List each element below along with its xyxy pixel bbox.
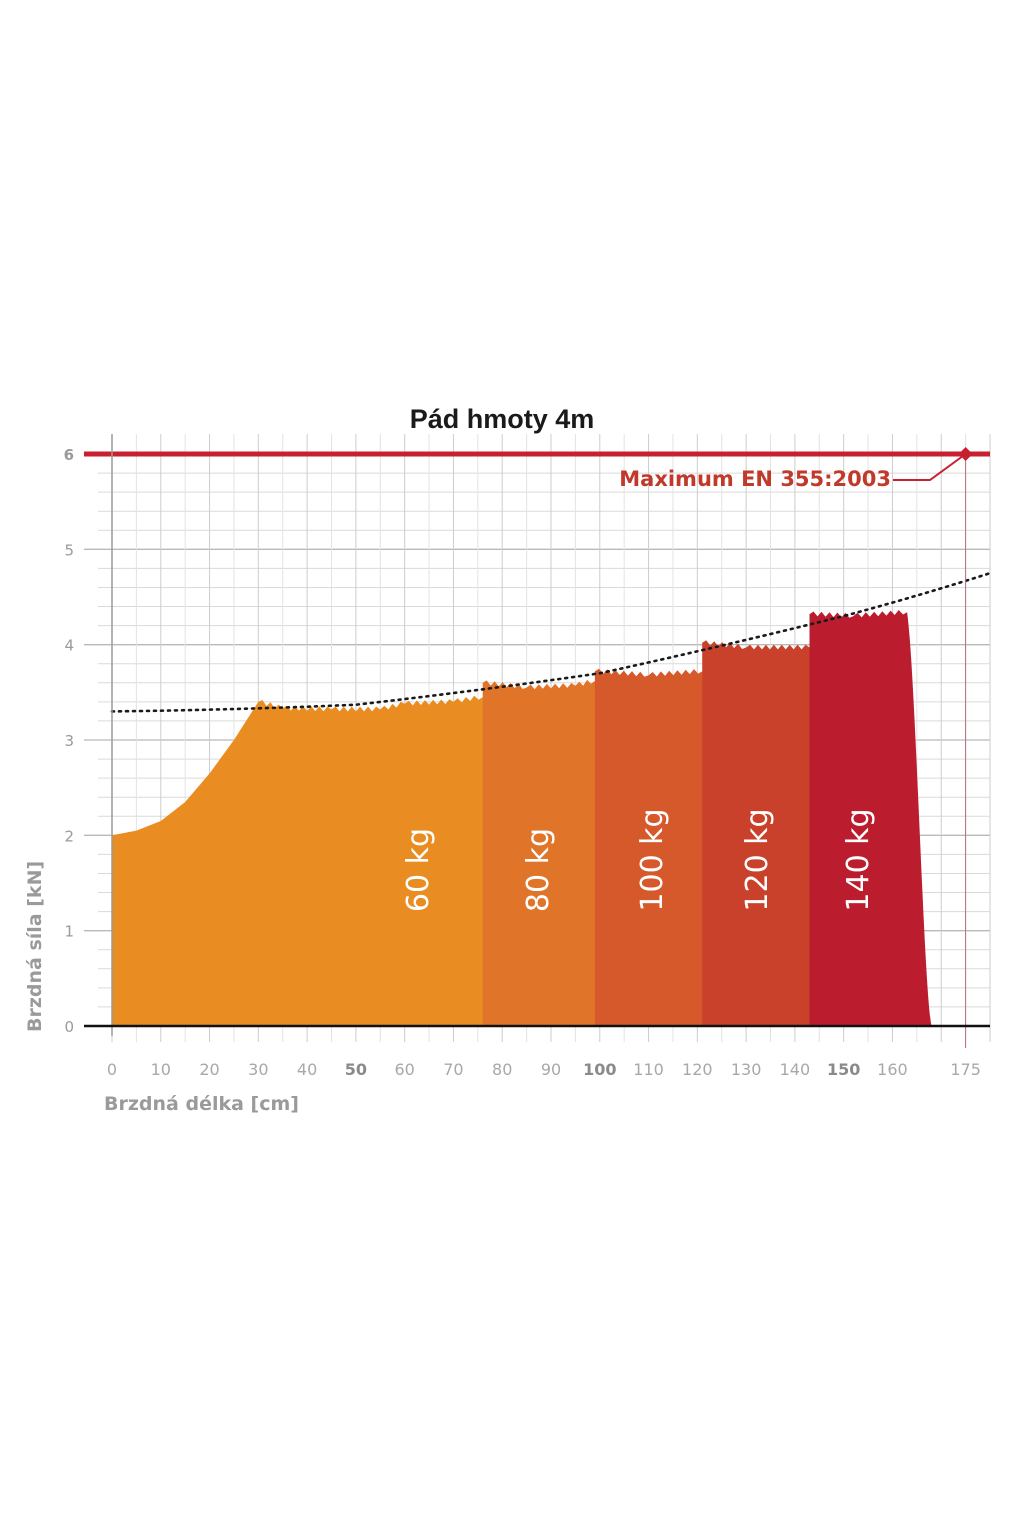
y-axis-label: Brzdná síla [kN] [24, 861, 46, 1032]
series-label: 120 kg [740, 808, 775, 911]
series-labels: 60 kg 80 kg 100 kg 120 kg 140 kg [401, 808, 876, 912]
series-label: 100 kg [635, 808, 670, 911]
series-label: 60 kg [401, 828, 436, 912]
y-tick-label: 6 [64, 446, 74, 464]
limit-line [84, 447, 990, 1048]
series-areas [112, 610, 932, 1026]
x-tick-label: 130 [731, 1060, 762, 1079]
y-tick-label: 5 [64, 541, 74, 559]
y-tick-label: 3 [64, 732, 74, 750]
x-axis-label: Brzdná délka [cm] [104, 1093, 299, 1115]
x-tick-label: 40 [297, 1060, 317, 1079]
x-tick-label: 140 [780, 1060, 811, 1079]
x-tick-label: 100 [583, 1060, 616, 1079]
x-tick-label: 80 [492, 1060, 512, 1079]
series-label: 80 kg [521, 828, 556, 912]
x-tick-label: 30 [248, 1060, 268, 1079]
y-tick-label: 4 [64, 637, 74, 655]
x-tick-label: 120 [682, 1060, 713, 1079]
x-tick-label: 110 [633, 1060, 664, 1079]
series-area-80-kg [482, 679, 615, 1026]
series-area-120-kg [702, 640, 839, 1026]
series-label: 140 kg [841, 808, 876, 911]
x-tick-label: 60 [394, 1060, 414, 1079]
x-tick-label: 160 [877, 1060, 908, 1079]
y-tick-label: 1 [64, 923, 74, 941]
x-tick-label: 0 [107, 1060, 117, 1079]
trend-curve [110, 571, 992, 713]
x-tick-label: 90 [541, 1060, 561, 1079]
x-tick-label: 175 [950, 1060, 981, 1079]
chart-title: Pád hmoty 4m [410, 404, 595, 434]
y-tick-label: 2 [64, 827, 74, 845]
x-tick-label: 50 [345, 1060, 367, 1079]
x-tick-label: 10 [151, 1060, 171, 1079]
limit-leader [893, 453, 967, 481]
x-tick-label: 20 [199, 1060, 219, 1079]
y-tick-label: 0 [64, 1018, 74, 1036]
x-tick-label: 150 [827, 1060, 860, 1079]
series-area-100-kg [594, 668, 727, 1026]
x-tick-label: 70 [443, 1060, 463, 1079]
limit-label: Maximum EN 355:2003 [619, 467, 891, 491]
trend-line [110, 571, 992, 713]
series-area-60-kg [112, 695, 503, 1026]
series-area-140-kg [809, 610, 932, 1026]
